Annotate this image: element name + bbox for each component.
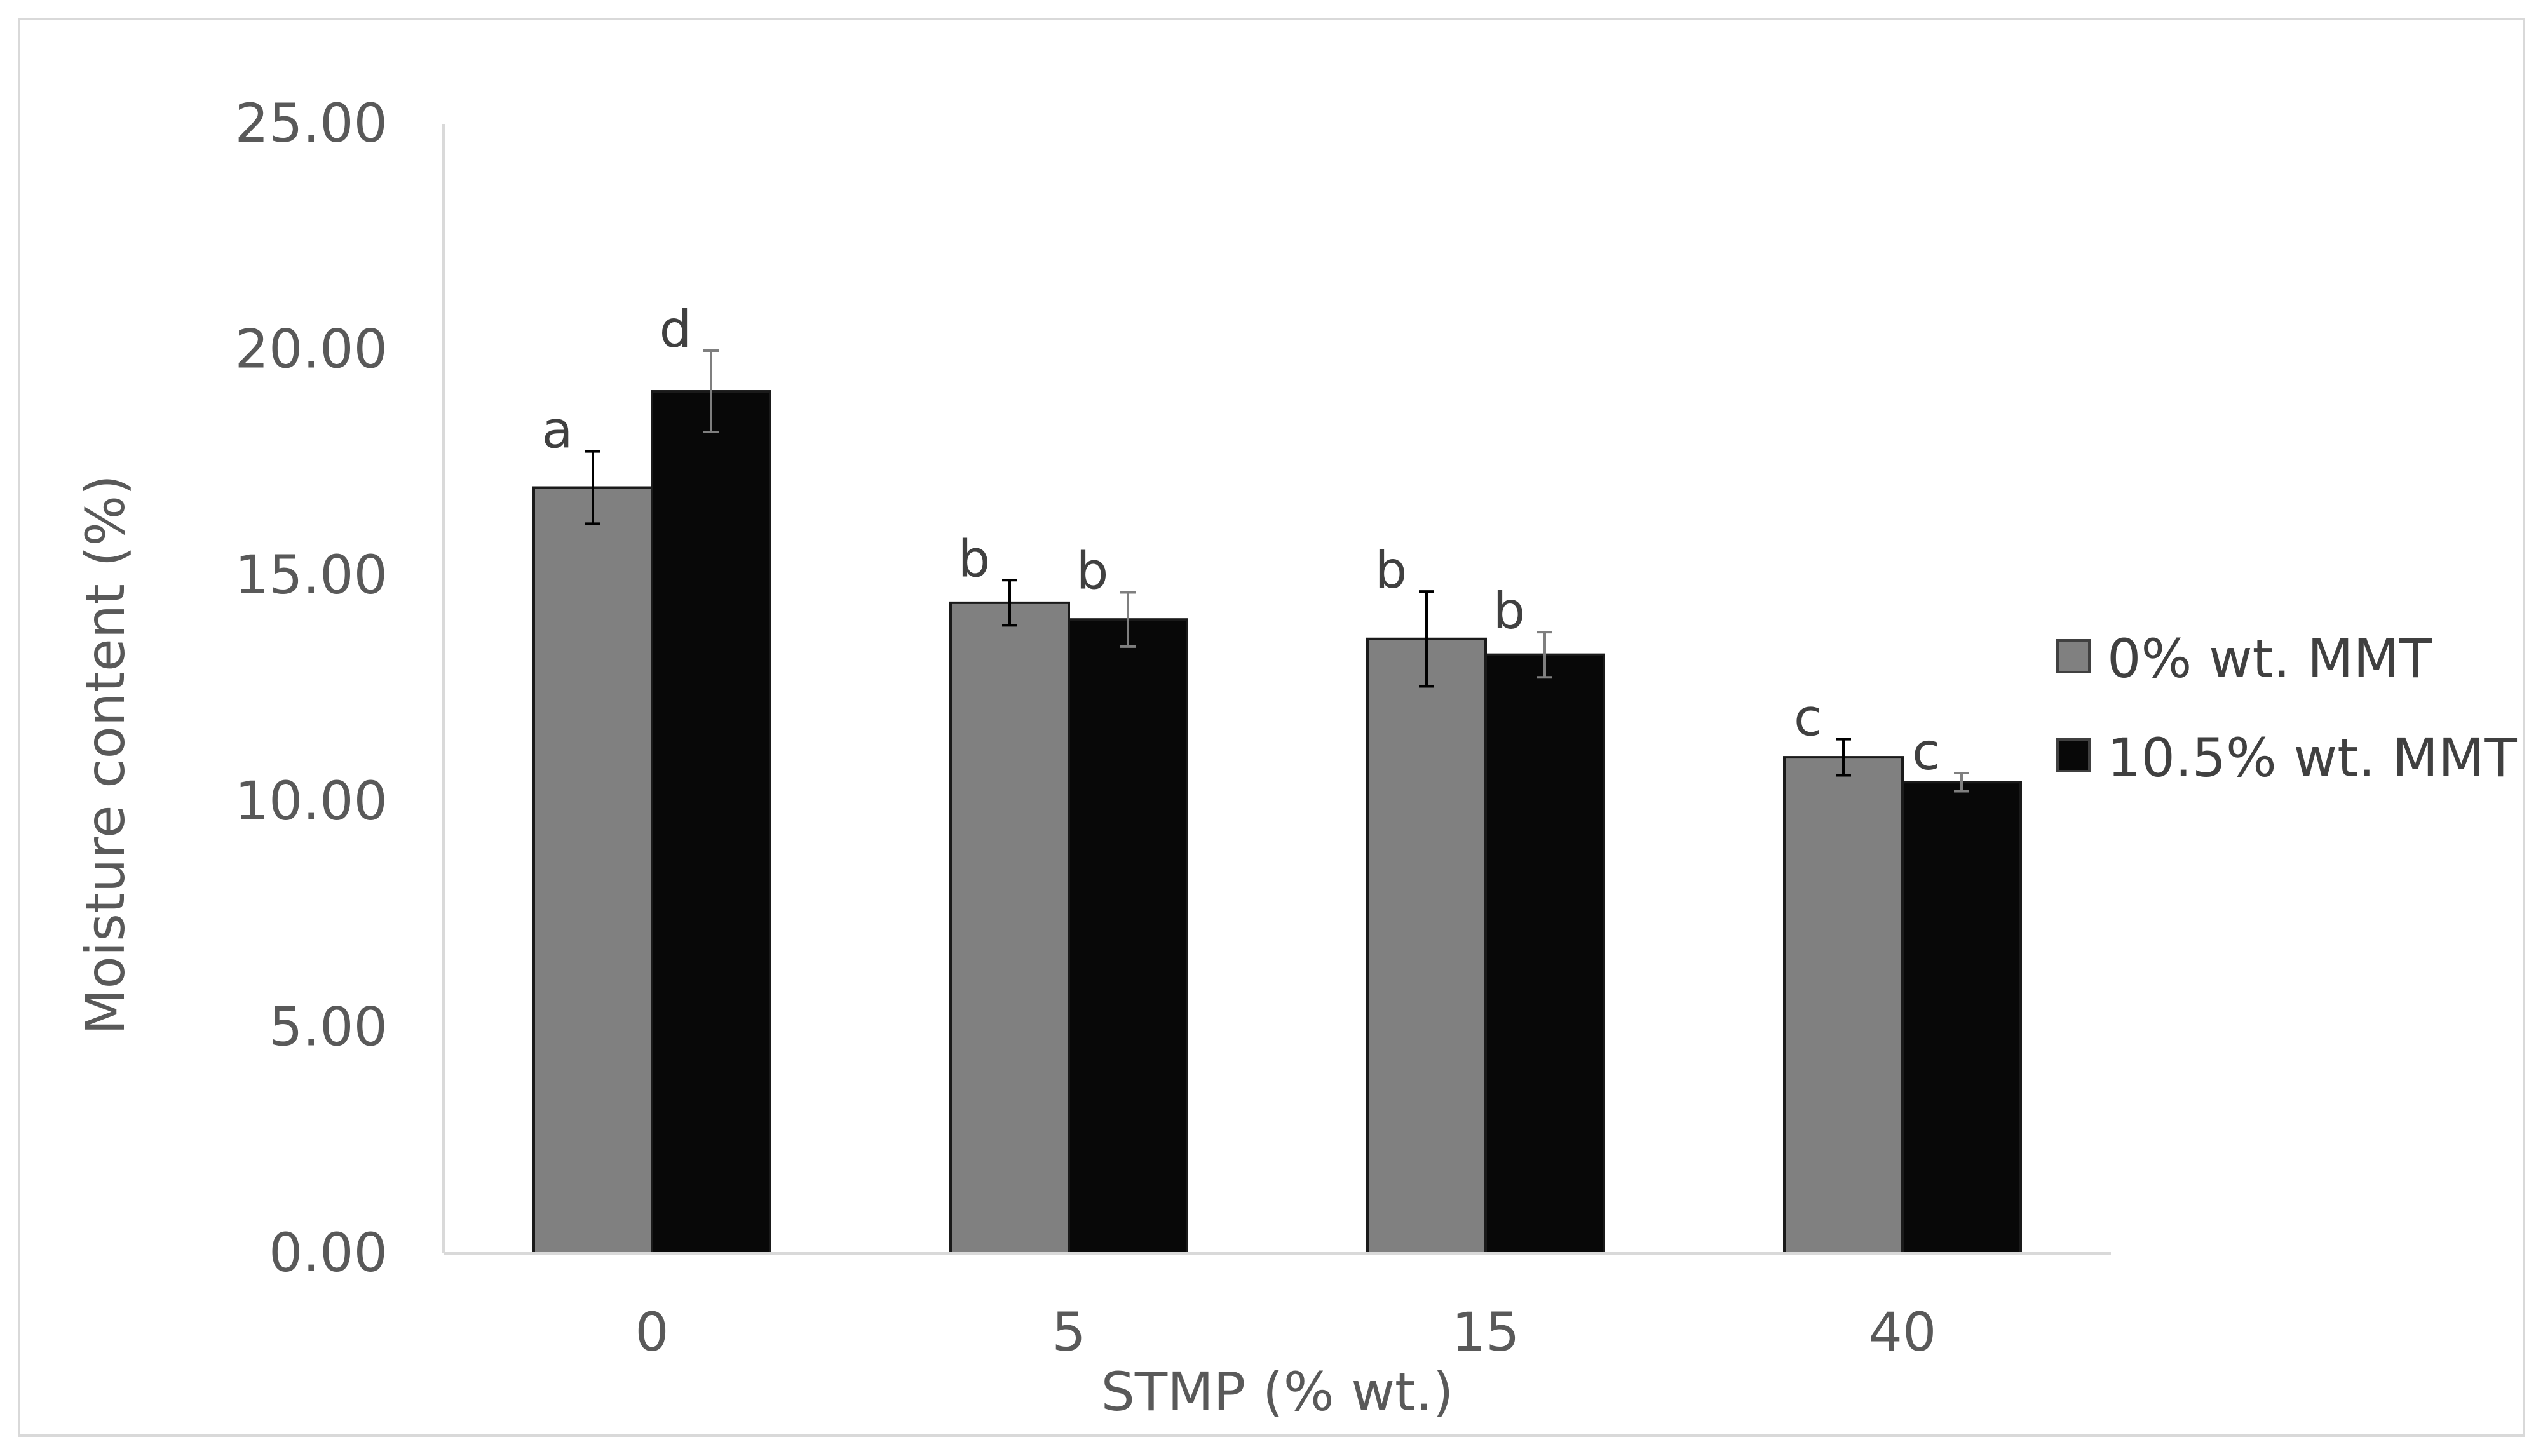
y-tick-label-0: 0.00 <box>269 1222 388 1284</box>
bar-s1-c0 <box>651 390 771 1255</box>
significance-label-s1-c0: d <box>660 300 692 359</box>
bar-s0-c3 <box>1783 756 1904 1255</box>
x-tick-label-0: 0 <box>635 1301 668 1363</box>
x-tick-label-2: 15 <box>1452 1301 1520 1363</box>
legend-swatch-1 <box>2056 738 2091 772</box>
y-tick-labels: 0.00 5.00 10.00 15.00 20.00 25.00 <box>235 92 388 1284</box>
significance-label-s0-c1: b <box>958 529 991 588</box>
significance-label-s1-c3: c <box>1912 722 1940 781</box>
significance-label-s0-c0: a <box>541 401 573 460</box>
x-tick-label-1: 5 <box>1052 1301 1085 1363</box>
y-tick-label-3: 15.00 <box>235 544 388 606</box>
x-tick-labels: 0 5 15 40 <box>635 1301 1936 1363</box>
significance-label-s0-c3: c <box>1794 689 1822 748</box>
x-tick-label-3: 40 <box>1869 1301 1937 1363</box>
legend-label-1: 10.5% wt. MMT <box>2107 727 2518 789</box>
significance-label-s0-c2: b <box>1375 541 1407 600</box>
bar-s1-c3 <box>1901 781 2022 1255</box>
bar-s1-c1 <box>1068 618 1188 1255</box>
bar-s0-c0 <box>532 486 653 1255</box>
error-bars-layer <box>585 349 1969 793</box>
chart-frame <box>18 18 2525 1437</box>
bar-s1-c2 <box>1484 653 1605 1255</box>
significance-labels-layer: a b b c d b b c <box>541 300 1940 781</box>
legend-swatch-0 <box>2056 639 2091 673</box>
legend-label-0: 0% wt. MMT <box>2107 628 2432 690</box>
bar-s0-c2 <box>1366 637 1487 1255</box>
y-axis-title: Moisture content (%) <box>74 475 137 1035</box>
y-tick-label-5: 25.00 <box>235 92 388 154</box>
y-tick-label-2: 10.00 <box>235 770 388 832</box>
bars-layer <box>532 390 2022 1255</box>
bar-s0-c1 <box>949 601 1070 1255</box>
significance-label-s1-c1: b <box>1076 542 1109 601</box>
y-tick-label-1: 5.00 <box>269 995 388 1058</box>
legend: 0% wt. MMT 10.5% wt. MMT <box>2056 628 2518 789</box>
y-tick-label-4: 20.00 <box>235 318 388 381</box>
x-axis-title: STMP (% wt.) <box>1101 1361 1454 1423</box>
significance-label-s1-c2: b <box>1493 581 1526 640</box>
